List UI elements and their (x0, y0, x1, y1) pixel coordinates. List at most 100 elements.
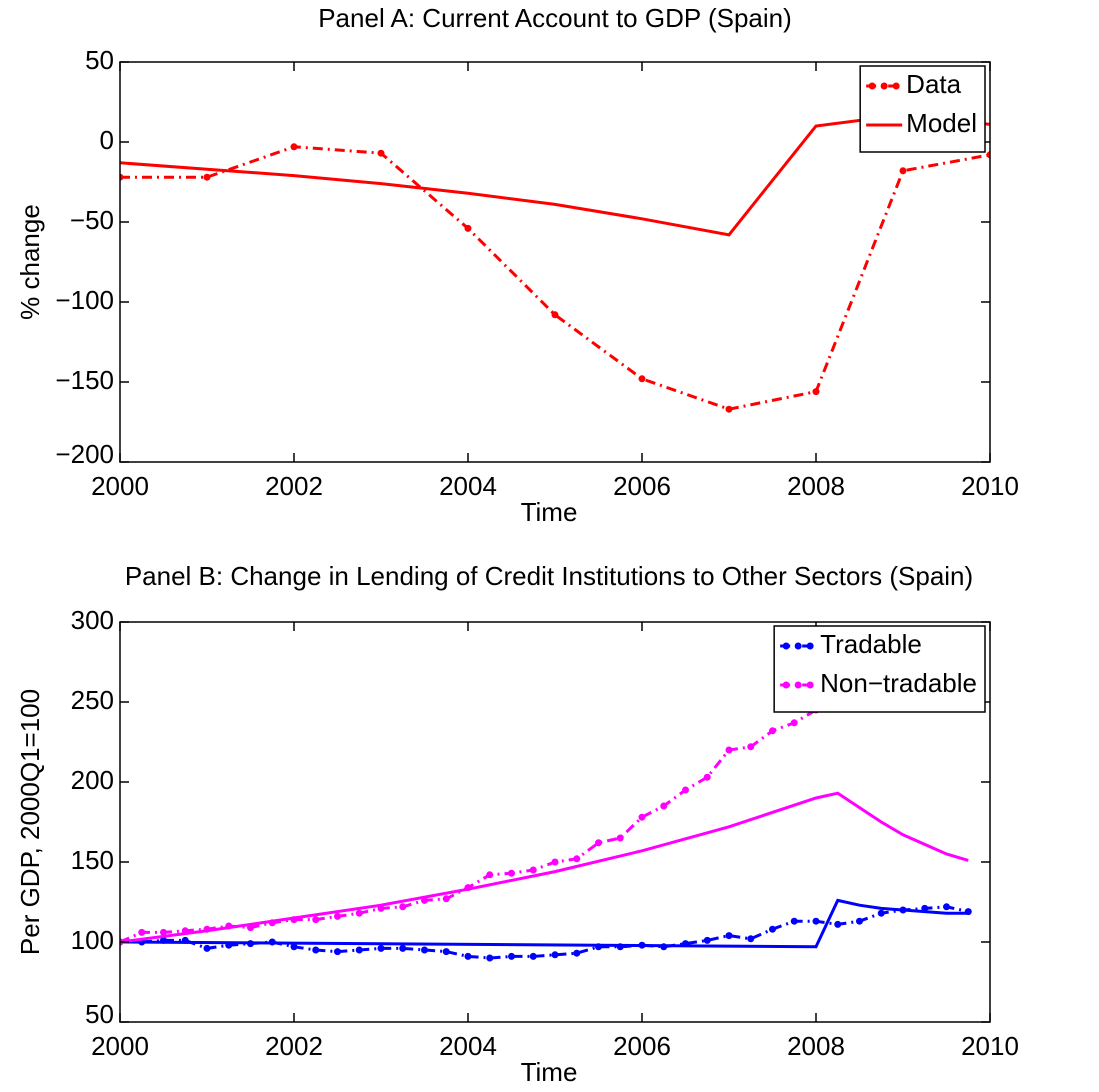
y-tick-label: 150 (71, 845, 114, 875)
data-point (812, 388, 820, 396)
data-point (899, 167, 907, 175)
legend-label: Tradable (820, 629, 922, 659)
data-point (399, 903, 407, 911)
axes-frame (119, 621, 991, 1023)
series-line (120, 898, 969, 949)
chart-title: Panel A: Current Account to GDP (Spain) (318, 3, 792, 33)
data-point (769, 925, 776, 933)
legend-entry: Model (866, 108, 977, 138)
legend-marker (806, 642, 814, 650)
data-point (508, 869, 515, 877)
legend-entry: Data (866, 69, 962, 99)
panel: Panel B: Change in Lending of Credit Ins… (15, 561, 1019, 1087)
data-point (595, 839, 602, 847)
x-tick-label: 2000 (91, 1031, 149, 1061)
legend-marker (782, 681, 790, 689)
x-tick-label: 2006 (613, 1031, 671, 1061)
y-tick-label: 50 (85, 45, 114, 75)
data-point (312, 946, 320, 954)
data-point (703, 773, 711, 781)
legend-marker (794, 642, 802, 650)
x-tick-label: 2010 (961, 1031, 1019, 1061)
legend-marker (806, 681, 814, 689)
y-tick-label: 300 (71, 605, 114, 635)
y-tick-label: −200 (55, 439, 114, 469)
legend-marker (892, 82, 900, 90)
data-point (399, 944, 407, 952)
data-point (486, 954, 494, 962)
data-point (747, 935, 755, 943)
data-point (573, 855, 581, 863)
data-point (138, 928, 146, 936)
data-point (660, 802, 668, 810)
data-point (812, 917, 820, 925)
x-axis-label: Time (521, 497, 578, 527)
legend-marker (782, 642, 790, 650)
series-line (120, 145, 990, 411)
data-point (508, 952, 515, 960)
legend: Tradable Non−tradable (773, 625, 986, 713)
data-point (725, 932, 733, 940)
data-point (377, 149, 385, 157)
data-point (790, 917, 798, 925)
series-line (120, 905, 969, 960)
data-point (203, 944, 211, 952)
data-point (355, 909, 363, 917)
data-point (790, 719, 798, 727)
legend-label: Model (906, 108, 977, 138)
series-line (120, 791, 969, 944)
data-point (703, 936, 711, 944)
data-point (529, 952, 537, 960)
legend-marker (794, 681, 802, 689)
data-point (464, 952, 472, 960)
data-point (725, 405, 733, 413)
y-tick-label: 50 (85, 999, 114, 1029)
legend-frame (773, 625, 986, 713)
x-axis-label: Time (521, 1057, 578, 1087)
legend-entry: Tradable (780, 629, 922, 659)
data-point (725, 746, 733, 754)
data-point (856, 917, 863, 925)
series-line (120, 113, 990, 237)
legend-frame (859, 65, 986, 153)
x-tick-label: 2002 (265, 471, 323, 501)
data-point (377, 944, 385, 952)
data-point (442, 895, 450, 903)
y-tick-label: 250 (71, 685, 114, 715)
data-point (834, 920, 842, 928)
series-line (120, 708, 817, 944)
data-point (638, 375, 646, 383)
legend-entry: Non−tradable (780, 668, 977, 698)
data-point (334, 948, 341, 956)
y-axis-label: % change (15, 204, 45, 320)
legend-marker (880, 82, 888, 90)
x-tick-label: 2000 (91, 471, 149, 501)
data-point (551, 951, 559, 959)
data-point (290, 143, 298, 151)
x-tick-label: 2010 (961, 471, 1019, 501)
data-point (486, 871, 494, 879)
legend-label: Data (906, 69, 961, 99)
data-point (638, 813, 646, 821)
data-point (203, 173, 211, 181)
data-point (312, 916, 320, 924)
data-point (529, 866, 537, 874)
legend-label: Non−tradable (820, 668, 977, 698)
y-tick-label: −50 (70, 205, 114, 235)
y-tick-label: −100 (55, 285, 114, 315)
data-point (355, 946, 363, 954)
legend-marker (868, 82, 876, 90)
panel: Panel A: Current Account to GDP (Spain) 2… (15, 3, 1019, 527)
legend: Data Model (859, 65, 986, 153)
plot-area (120, 706, 972, 962)
y-tick-label: −150 (55, 365, 114, 395)
y-tick-label: 0 (100, 125, 114, 155)
y-axis-label: Per GDP, 2000Q1=100 (15, 689, 45, 955)
data-point (464, 224, 472, 232)
chart-title: Panel B: Change in Lending of Credit Ins… (125, 561, 973, 591)
x-tick-label: 2008 (787, 1031, 845, 1061)
data-point (682, 786, 689, 794)
data-point (160, 928, 167, 936)
data-point (334, 912, 341, 920)
